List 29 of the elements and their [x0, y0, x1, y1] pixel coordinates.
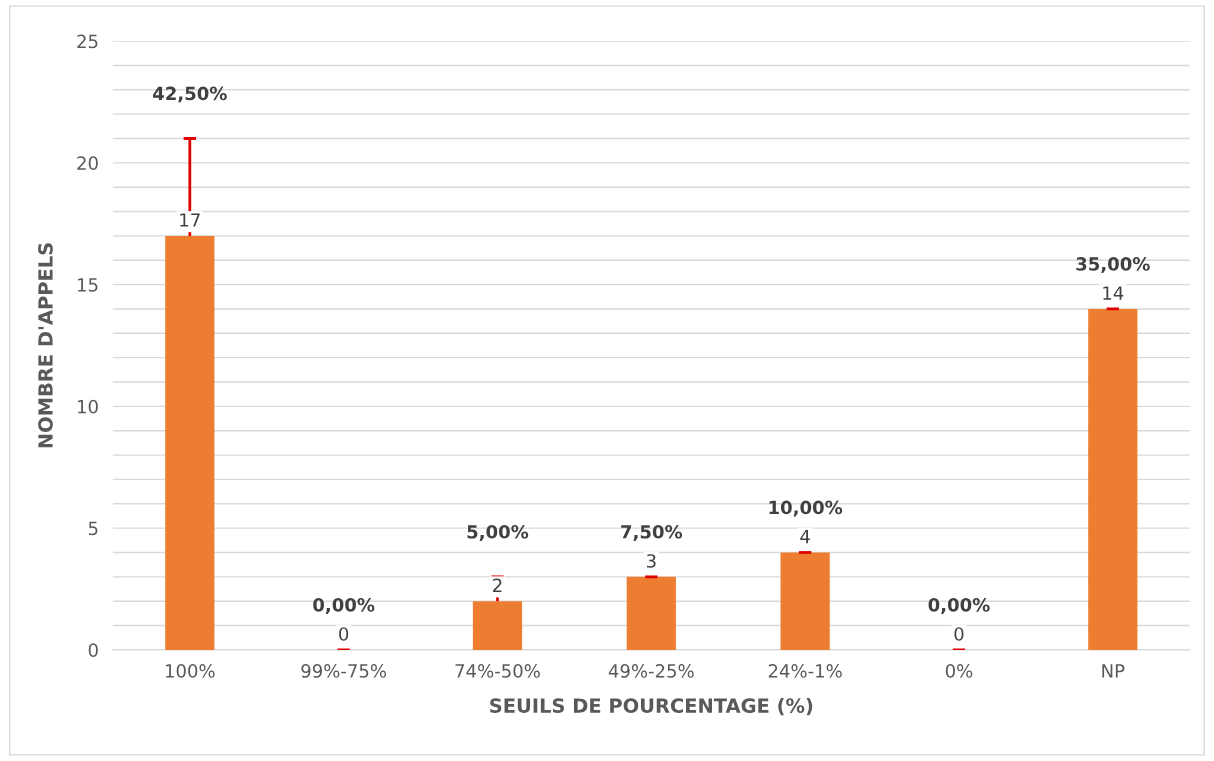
- x-tick-label: 100%: [165, 664, 215, 678]
- annotation: 0,00%: [313, 598, 375, 614]
- x-tick-label: 0%: [945, 664, 973, 678]
- data-label: 14: [1103, 286, 1124, 300]
- annotation: 42,50%: [153, 86, 227, 103]
- data-label: 3: [646, 554, 656, 568]
- x-tick-label: 99%-75%: [301, 664, 387, 678]
- annotation: 5,00%: [467, 524, 529, 541]
- x-tick-label: 74%-50%: [455, 664, 540, 678]
- y-tick-label: 20: [77, 156, 98, 170]
- y-tick-label: 25: [77, 34, 98, 49]
- data-label: 17: [180, 213, 200, 227]
- data-label: 2: [493, 578, 502, 592]
- y-tick-label: 0: [88, 643, 98, 658]
- x-tick-label: 24%-1%: [768, 664, 842, 678]
- data-label: 4: [800, 530, 810, 544]
- annotation: 10,00%: [769, 500, 843, 517]
- y-tick-label: 5: [88, 521, 98, 536]
- x-tick-label: 49%-25%: [608, 664, 694, 678]
- y-tick-label: 10: [78, 399, 98, 414]
- annotation: 7,50%: [621, 524, 683, 541]
- y-axis-title: NOMBRE D'APPELS: [38, 243, 53, 448]
- data-label: 0: [339, 627, 349, 641]
- x-axis-title: SEUILS DE POURCENTAGE (%): [490, 697, 813, 716]
- x-tick-label: NP: [1102, 664, 1125, 678]
- data-label: 0: [954, 627, 964, 641]
- y-tick-label: 15: [78, 278, 98, 292]
- annotation: 35,00%: [1076, 257, 1150, 274]
- annotation: 0,00%: [928, 598, 990, 614]
